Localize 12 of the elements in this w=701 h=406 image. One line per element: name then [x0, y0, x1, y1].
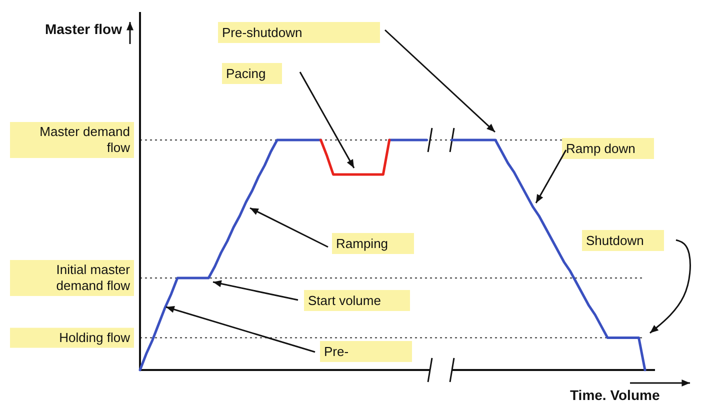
ref-line-label: Master demand flow	[40, 124, 131, 155]
annotation: Pre-	[324, 344, 349, 359]
x-axis-title: Time. Volume	[570, 387, 660, 403]
text: Pre-shutdown	[222, 25, 302, 40]
annotation: Ramp down	[566, 141, 636, 156]
text: Pacing	[226, 66, 266, 81]
annotation: Ramping	[336, 236, 388, 251]
ref-line-label: Initial master demand flow	[56, 262, 131, 293]
annotation: Shutdown	[586, 233, 644, 248]
ref-line-label: Holding flow	[59, 330, 131, 345]
text: Master flow	[44, 21, 122, 37]
annotation: Start volume	[308, 293, 381, 308]
